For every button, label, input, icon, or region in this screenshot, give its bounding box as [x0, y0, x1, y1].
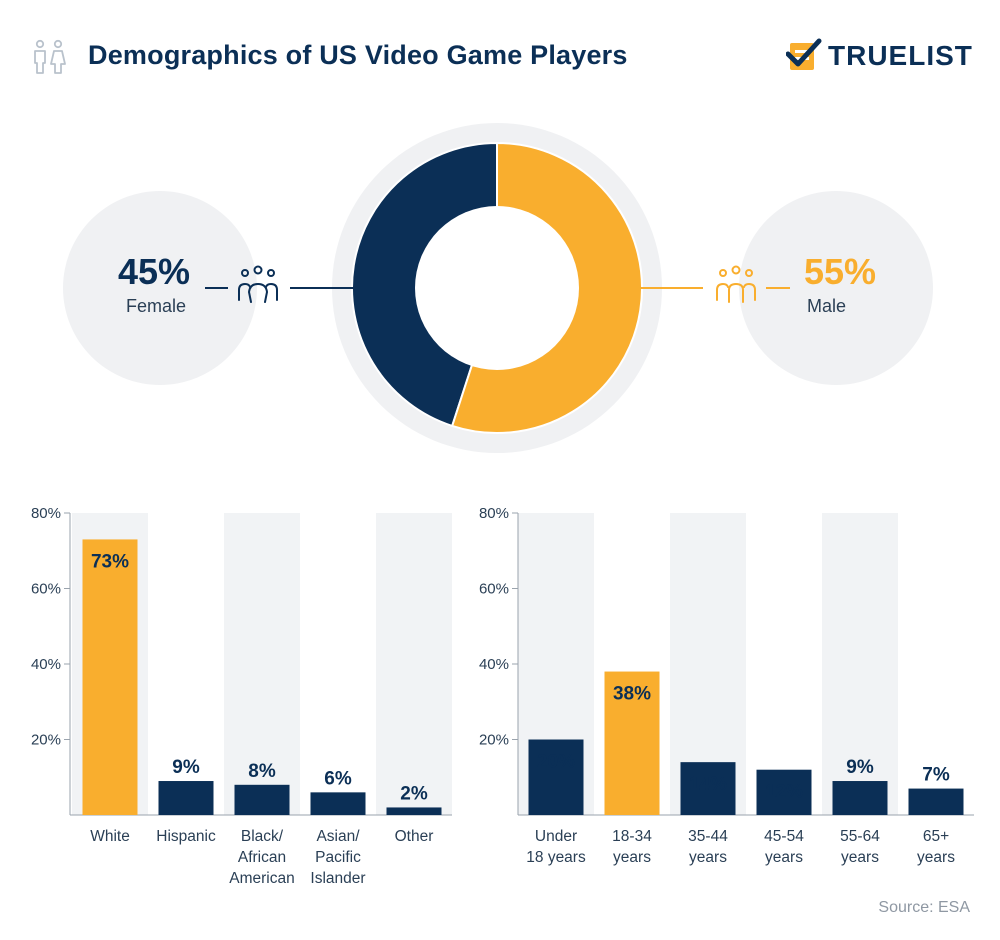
ethnicity-bar [386, 807, 442, 815]
age-column-bg [822, 513, 898, 815]
age-category-label: 35-44 [688, 828, 728, 845]
ethnicity-value-label: 2% [400, 783, 428, 804]
age-bar [908, 788, 964, 815]
female-percentage: 45% [118, 251, 191, 292]
ethnicity-bar-chart: 20% 40% 60% 80% 73% White 9% Hispanic 8% Black/Af… [31, 505, 452, 887]
male-bg-circle [739, 191, 933, 385]
age-bar [680, 762, 736, 815]
checklist-icon [786, 38, 822, 70]
source-note: Source: ESA [878, 899, 970, 916]
age-value-label: 38% [613, 684, 651, 705]
ethnicity-category-label: Other [395, 828, 434, 845]
female-group-icon [238, 265, 278, 303]
age-bar [528, 739, 584, 815]
age-value-label: 20% [537, 752, 575, 773]
ethnicity-value-label: 8% [248, 761, 276, 782]
age-category-label: years [841, 849, 879, 866]
age-category-label: years [689, 849, 727, 866]
female-bg-circle [63, 191, 257, 385]
ethnicity-column-bg [224, 513, 300, 815]
age-value-label: 9% [846, 757, 874, 778]
ethnicity-value-label: 73% [91, 551, 129, 572]
ethnicity-category-label: Asian/ [316, 828, 360, 845]
age-y-tick-label: 40% [479, 656, 509, 673]
gender-donut-chart [63, 123, 933, 453]
age-category-label: years [613, 849, 651, 866]
age-bar [756, 769, 812, 815]
age-value-label: 14% [689, 774, 727, 795]
ethnicity-category-label: Pacific [315, 849, 361, 866]
ethnicity-y-tick-label: 60% [31, 581, 61, 598]
ethnicity-category-label: Hispanic [156, 828, 216, 845]
ethnicity-bar [310, 792, 366, 815]
page-title: Demographics of US Video Game Players [88, 40, 628, 70]
age-value-label: 7% [922, 765, 950, 786]
ethnicity-category-label: Islander [310, 870, 365, 887]
age-category-label: 18 years [526, 849, 586, 866]
age-y-tick-label: 20% [479, 732, 509, 749]
age-category-label: 55-64 [840, 828, 880, 845]
age-category-label: 45-54 [764, 828, 804, 845]
age-category-label: 18-34 [612, 828, 652, 845]
ethnicity-category-label: American [229, 870, 294, 887]
age-bar [832, 781, 888, 815]
ethnicity-category-label: Black/ [241, 828, 284, 845]
age-bar [604, 671, 660, 815]
male-group-icon [716, 265, 756, 303]
age-category-label: Under [535, 828, 577, 845]
ethnicity-bar [82, 539, 138, 815]
ethnicity-y-tick-label: 40% [31, 656, 61, 673]
logo-text: TRUELIST [828, 40, 973, 71]
age-category-label: years [917, 849, 955, 866]
donut-hole [415, 206, 579, 370]
people-icon [30, 38, 70, 83]
ethnicity-category-label: White [90, 828, 130, 845]
age-category-label: years [765, 849, 803, 866]
age-bar-chart: 20% 40% 60% 80% 20% Under 18 years 38% 18-34 year… [479, 505, 974, 866]
ethnicity-value-label: 9% [172, 757, 200, 778]
age-value-label: 12% [765, 782, 803, 803]
age-y-tick-label: 60% [479, 581, 509, 598]
male-label: Male [807, 296, 847, 316]
age-y-tick-label: 80% [479, 505, 509, 522]
female-label: Female [126, 296, 187, 316]
age-category-label: 65+ [923, 828, 949, 845]
ethnicity-y-tick-label: 20% [31, 732, 61, 749]
truelist-logo: TRUELIST [786, 38, 973, 74]
ethnicity-bar [234, 784, 290, 815]
ethnicity-value-label: 6% [324, 768, 352, 789]
ethnicity-bar [158, 781, 214, 815]
ethnicity-column-bg [376, 513, 452, 815]
ethnicity-y-tick-label: 80% [31, 505, 61, 522]
ethnicity-category-label: African [238, 849, 286, 866]
male-percentage: 55% [804, 251, 877, 292]
